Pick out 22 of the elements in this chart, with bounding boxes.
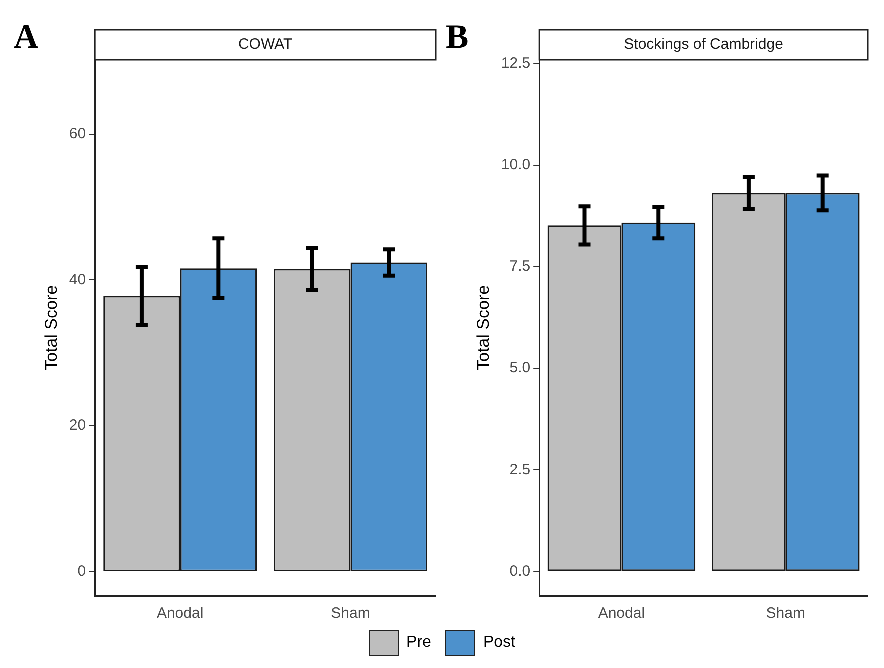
y-axis-title: Total Score — [42, 285, 61, 371]
x-tick-label: Anodal — [598, 605, 646, 622]
x-tick-label: Anodal — [156, 605, 204, 622]
y-tick-label: 0.0 — [510, 562, 531, 580]
y-tick-label: 2.5 — [510, 461, 531, 478]
x-tick-label: Sham — [331, 605, 370, 622]
y-tick-label: 7.5 — [510, 258, 531, 276]
y-tick-label: 5.0 — [510, 360, 531, 377]
chart-title: Stockings of Cambridge — [624, 36, 784, 54]
y-tick-label: 60 — [69, 126, 86, 143]
y-tick-label: 10.0 — [501, 156, 531, 174]
y-axis-title: Total Score — [474, 285, 493, 371]
x-tick-label: Sham — [766, 605, 806, 622]
y-tick-label: 0 — [78, 563, 86, 580]
text: B — [446, 18, 469, 56]
y-tick-label: 12.5 — [501, 55, 531, 72]
y-tick-label: 20 — [69, 417, 86, 434]
text: A — [14, 18, 39, 56]
y-tick-label: 40 — [69, 271, 86, 288]
legend-label: Post — [483, 634, 516, 652]
legend-label: Pre — [406, 634, 432, 652]
chart-title: COWAT — [238, 36, 293, 54]
